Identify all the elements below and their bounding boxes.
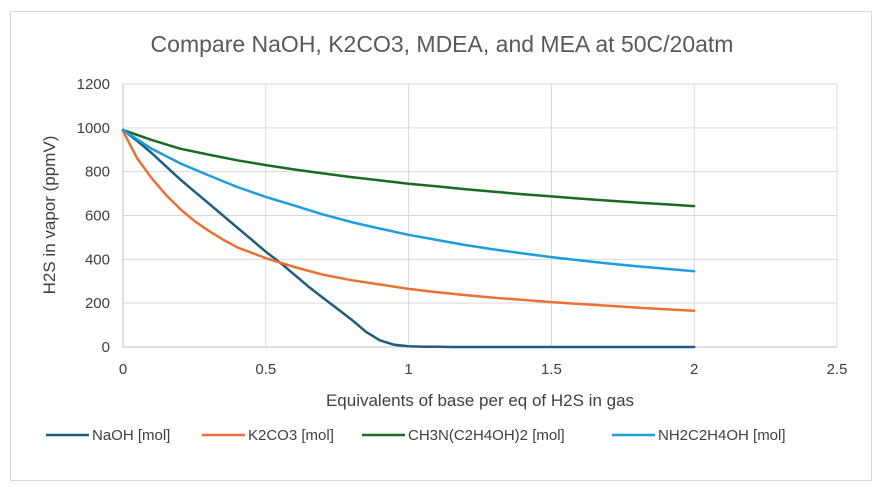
x-tick-label: 2 [690, 361, 698, 378]
legend-label: NH2C2H4OH [mol] [658, 427, 786, 444]
series-lines [121, 128, 696, 349]
x-tick-label: 0.5 [255, 361, 276, 378]
series-line-nh2c2h4oh [121, 128, 696, 273]
tick-labels: 0 200 400 600 800 1000 1200 0 0.5 1 1.5 2 2.5 [77, 76, 848, 378]
y-tick-label: 1200 [77, 76, 110, 93]
y-tick-label: 600 [85, 208, 110, 225]
y-tick-label: 200 [85, 295, 110, 312]
y-axis-label: H2S in vapor (ppmV) [40, 136, 59, 295]
y-tick-label: 400 [85, 251, 110, 268]
legend-label: NaOH [mol] [92, 427, 170, 444]
x-tick-label: 1.5 [541, 361, 562, 378]
y-tick-label: 1000 [77, 120, 110, 137]
series-line-k2co3 [121, 129, 696, 313]
legend-label: K2CO3 [mol] [248, 427, 334, 444]
x-tick-label: 2.5 [827, 361, 848, 378]
x-tick-label: 0 [119, 361, 127, 378]
legend: NaOH [mol] K2CO3 [mol] CH3N(C2H4OH)2 [mol]… [46, 427, 786, 444]
x-axis-label: Equivalents of base per eq of H2S in gas [326, 391, 634, 410]
series-line-naoh [121, 128, 696, 349]
y-tick-label: 800 [85, 164, 110, 181]
x-tick-label: 1 [404, 361, 412, 378]
legend-label: CH3N(C2H4OH)2 [mol] [408, 427, 565, 444]
series-line-ch3n-c2h4oh-2 [121, 128, 696, 208]
chart-title: Compare NaOH, K2CO3, MDEA, and MEA at 50… [151, 31, 734, 57]
gridlines [123, 83, 838, 347]
y-tick-label: 0 [102, 339, 110, 356]
chart-area: Compare NaOH, K2CO3, MDEA, and MEA at 50… [10, 11, 872, 481]
chart-svg: Compare NaOH, K2CO3, MDEA, and MEA at 50… [40, 31, 848, 444]
